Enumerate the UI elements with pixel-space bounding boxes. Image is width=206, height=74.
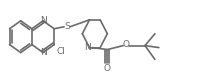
Text: N: N bbox=[84, 43, 91, 52]
Text: O: O bbox=[123, 40, 130, 49]
Text: S: S bbox=[64, 22, 70, 31]
Text: Cl: Cl bbox=[56, 47, 65, 56]
Text: N: N bbox=[40, 16, 46, 25]
Text: O: O bbox=[104, 64, 111, 73]
Text: N: N bbox=[40, 48, 46, 57]
